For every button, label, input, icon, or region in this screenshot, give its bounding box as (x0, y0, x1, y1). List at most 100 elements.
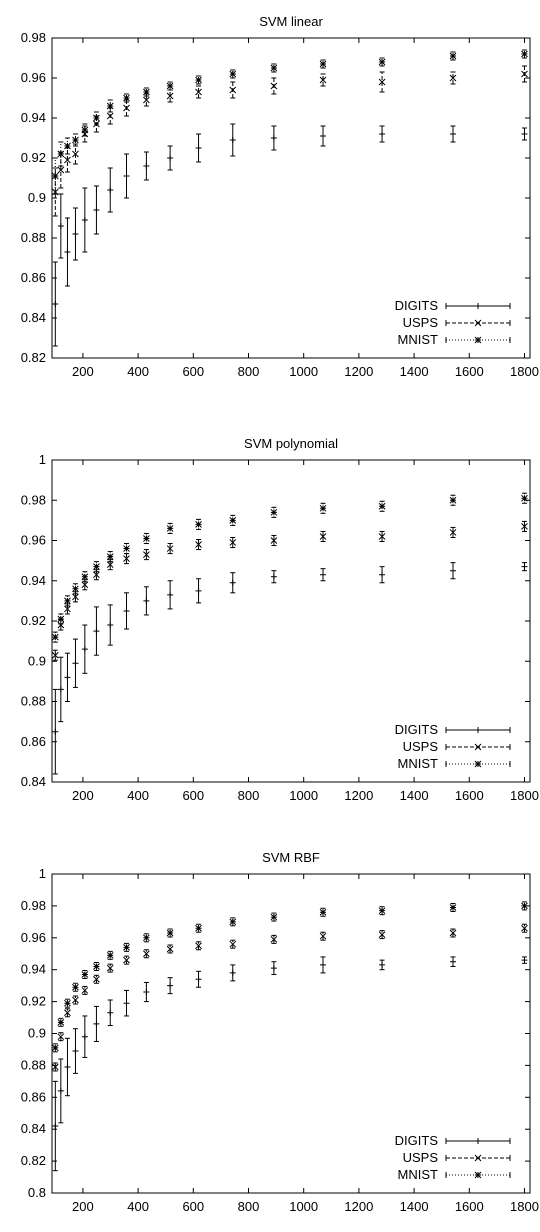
x-tick-label: 400 (127, 364, 149, 379)
data-point (449, 52, 457, 60)
legend-label: DIGITS (395, 298, 439, 313)
y-tick-label: 0.88 (21, 230, 46, 245)
y-tick-label: 0.98 (21, 30, 46, 45)
x-tick-label: 1200 (344, 1199, 373, 1214)
data-point (166, 92, 174, 100)
x-tick-label: 1400 (400, 1199, 429, 1214)
data-point (64, 249, 71, 255)
data-point (320, 133, 327, 139)
series-digits (52, 956, 528, 1172)
data-point (195, 541, 202, 548)
x-tick-label: 800 (238, 364, 260, 379)
x-tick-label: 1000 (289, 1199, 318, 1214)
data-point (107, 187, 114, 193)
data-point (72, 231, 79, 237)
data-point (81, 573, 89, 581)
legend-marker (474, 743, 482, 751)
y-tick-label: 0.9 (28, 190, 46, 205)
data-point (51, 1063, 59, 1071)
data-point (270, 64, 278, 72)
x-tick-label: 1000 (289, 788, 318, 803)
data-point (57, 223, 64, 229)
data-point (379, 131, 386, 137)
data-point (270, 913, 278, 921)
chart-3: SVM RBF 0.8 0.82 0.84 0.86 0.88 0.9 0.92 0.94 0.9… (21, 850, 539, 1214)
x-tick-label: 1600 (455, 1199, 484, 1214)
data-point (64, 142, 71, 150)
data-point (319, 504, 327, 512)
data-point (378, 907, 386, 915)
series-usps (51, 65, 528, 217)
data-point (450, 958, 457, 965)
data-point (521, 902, 528, 910)
data-point (319, 60, 327, 68)
x-tick-label: 800 (238, 1199, 260, 1214)
data-point (229, 918, 237, 926)
data-point (81, 126, 89, 134)
x-tick-label: 1000 (289, 364, 318, 379)
data-point (57, 150, 65, 158)
data-point (167, 155, 174, 161)
legend-label: USPS (403, 739, 439, 754)
chart-title: SVM RBF (262, 850, 320, 865)
data-point (123, 555, 130, 562)
data-point (81, 971, 89, 978)
series-mnist (51, 901, 528, 1053)
x-tick-label: 600 (182, 364, 204, 379)
data-point (270, 965, 277, 972)
x-tick-label: 1400 (400, 788, 429, 803)
data-point (81, 581, 89, 589)
data-point (51, 651, 59, 659)
data-point (123, 94, 130, 102)
data-point (521, 924, 528, 932)
data-point (378, 502, 386, 510)
y-tick-label: 0.92 (21, 150, 46, 165)
data-point (57, 1018, 65, 1026)
data-point (93, 114, 100, 122)
data-point (52, 728, 59, 735)
series-digits (52, 123, 528, 347)
data-point (195, 587, 202, 594)
data-point (64, 674, 71, 681)
data-point (143, 96, 150, 104)
data-point (229, 579, 236, 586)
data-point (378, 78, 386, 86)
data-point (450, 131, 457, 137)
y-tick-label: 0.8 (28, 1185, 46, 1200)
plot-frame (51, 459, 531, 783)
data-point (449, 74, 457, 82)
x-tick-label: 400 (127, 788, 149, 803)
data-point (123, 104, 130, 112)
data-point (93, 963, 100, 970)
data-point (51, 1044, 59, 1052)
chart-title: SVM linear (259, 14, 323, 29)
y-tick-label: 0.86 (21, 1089, 46, 1104)
data-point (378, 58, 386, 66)
data-point (72, 593, 79, 601)
data-point (106, 951, 114, 959)
y-tick-label: 0.94 (21, 573, 46, 588)
legend-label: USPS (403, 315, 439, 330)
data-point (229, 86, 237, 94)
data-point (93, 571, 100, 579)
data-point (166, 525, 174, 532)
data-point (167, 591, 174, 598)
x-tick-label: 200 (72, 1199, 94, 1214)
data-point (229, 940, 237, 948)
data-point (521, 523, 528, 530)
y-tick-label: 0.86 (21, 270, 46, 285)
data-point (167, 982, 174, 989)
data-point (81, 217, 88, 223)
legend: DIGITS USPS MNIST (395, 1133, 511, 1182)
data-point (449, 904, 457, 911)
legend-label: MNIST (398, 756, 439, 771)
y-tick-label: 0.96 (21, 930, 46, 945)
data-point (123, 944, 130, 951)
data-point (93, 1020, 100, 1027)
data-point (270, 508, 278, 516)
series-mnist (51, 492, 528, 643)
x-tick-label: 1800 (510, 364, 539, 379)
data-point (93, 563, 100, 571)
data-point (166, 82, 174, 90)
y-tick-label: 0.98 (21, 898, 46, 913)
